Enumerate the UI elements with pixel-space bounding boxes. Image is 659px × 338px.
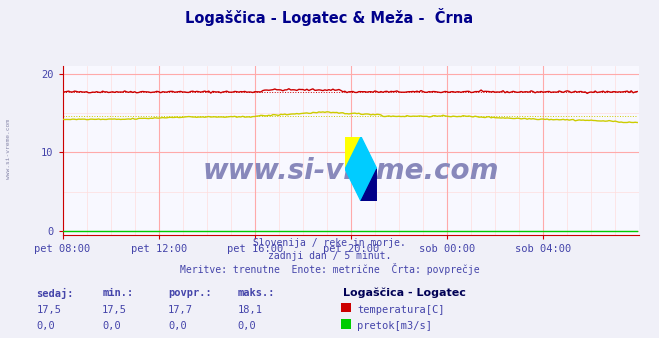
Text: 0,0: 0,0 bbox=[36, 321, 55, 331]
Text: Logaščica - Logatec: Logaščica - Logatec bbox=[343, 288, 465, 298]
Text: www.si-vreme.com: www.si-vreme.com bbox=[203, 157, 499, 185]
Text: 17,7: 17,7 bbox=[168, 305, 193, 315]
Text: Meritve: trenutne  Enote: metrične  Črta: povprečje: Meritve: trenutne Enote: metrične Črta: … bbox=[180, 263, 479, 275]
Text: www.si-vreme.com: www.si-vreme.com bbox=[6, 119, 11, 179]
Text: Logaščica - Logatec & Meža -  Črna: Logaščica - Logatec & Meža - Črna bbox=[185, 8, 474, 26]
Text: 0,0: 0,0 bbox=[102, 321, 121, 331]
Text: min.:: min.: bbox=[102, 288, 133, 298]
Text: 18,1: 18,1 bbox=[237, 305, 262, 315]
Text: Slovenija / reke in morje.: Slovenija / reke in morje. bbox=[253, 238, 406, 248]
Text: sedaj:: sedaj: bbox=[36, 288, 74, 299]
Text: zadnji dan / 5 minut.: zadnji dan / 5 minut. bbox=[268, 251, 391, 261]
Text: 17,5: 17,5 bbox=[36, 305, 61, 315]
Text: temperatura[C]: temperatura[C] bbox=[357, 305, 445, 315]
Text: maks.:: maks.: bbox=[237, 288, 275, 298]
Text: 0,0: 0,0 bbox=[237, 321, 256, 331]
Text: 0,0: 0,0 bbox=[168, 321, 186, 331]
Text: 17,5: 17,5 bbox=[102, 305, 127, 315]
Text: povpr.:: povpr.: bbox=[168, 288, 212, 298]
Text: pretok[m3/s]: pretok[m3/s] bbox=[357, 321, 432, 331]
